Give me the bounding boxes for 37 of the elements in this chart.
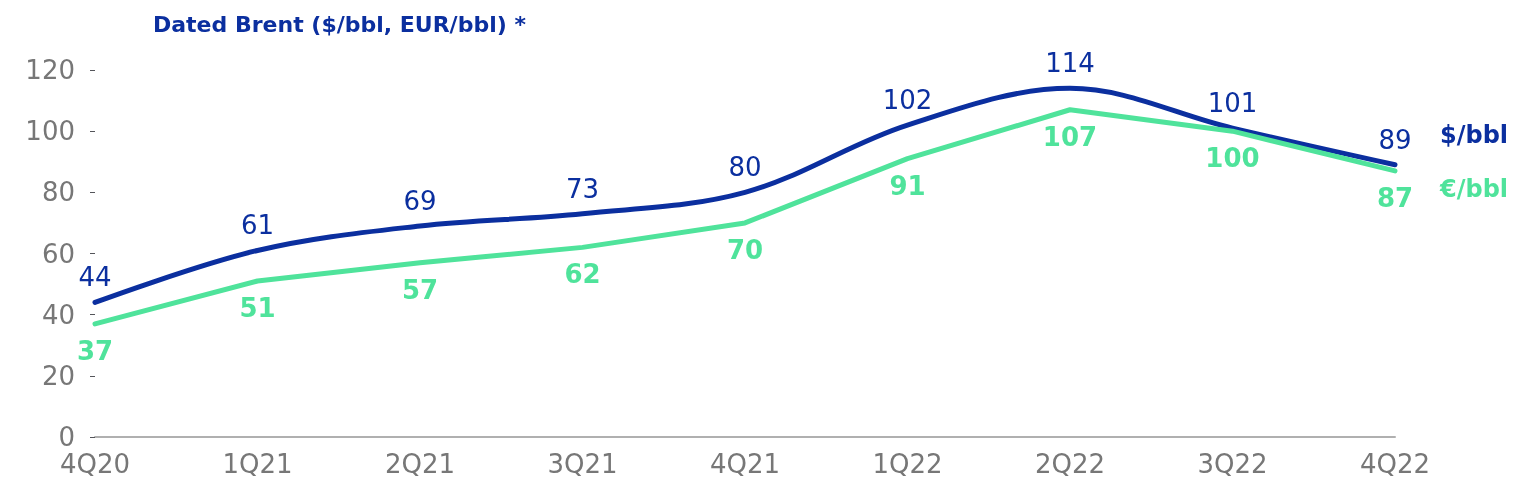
series-label: €/bbl <box>1439 174 1509 203</box>
data-label: 80 <box>728 152 762 183</box>
x-tick-label: 4Q20 <box>59 449 131 479</box>
data-label: 44 <box>78 262 112 293</box>
data-label: 70 <box>726 234 764 265</box>
series-label: $/bbl <box>1440 120 1509 149</box>
y-tick-label: 40 <box>41 299 75 330</box>
y-tick-label: 60 <box>41 238 75 269</box>
data-label: 91 <box>889 170 926 201</box>
y-tick-label: 20 <box>41 360 75 391</box>
data-label: 62 <box>564 259 601 290</box>
x-tick-label: 3Q21 <box>547 449 618 479</box>
data-label: 101 <box>1207 88 1258 119</box>
data-label: 37 <box>76 335 114 366</box>
data-label: 89 <box>1378 124 1412 155</box>
data-label: 69 <box>403 185 437 216</box>
x-tick-label: 3Q22 <box>1197 449 1268 479</box>
y-tick-label: 100 <box>25 116 75 147</box>
data-label: 57 <box>401 274 439 305</box>
data-label: 107 <box>1042 121 1098 152</box>
data-label: 100 <box>1205 143 1260 174</box>
x-tick-label: 2Q21 <box>384 449 456 479</box>
data-label: 73 <box>565 173 600 204</box>
data-label: 87 <box>1376 182 1414 213</box>
x-tick-label: 2Q22 <box>1034 449 1106 479</box>
data-label: 61 <box>240 210 275 241</box>
data-label: 51 <box>239 293 276 324</box>
data-label: 114 <box>1045 48 1095 79</box>
y-tick-label: 80 <box>41 177 75 208</box>
x-tick-label: 1Q21 <box>222 449 293 479</box>
data-label: 102 <box>882 85 933 116</box>
x-tick-label: 4Q22 <box>1359 449 1431 479</box>
chart-title: Dated Brent ($/bbl, EUR/bbl) * <box>153 11 527 37</box>
y-tick-label: 120 <box>25 55 75 85</box>
x-tick-label: 4Q21 <box>709 449 781 479</box>
y-tick-label: 0 <box>58 422 75 452</box>
x-tick-label: 1Q22 <box>872 449 943 479</box>
